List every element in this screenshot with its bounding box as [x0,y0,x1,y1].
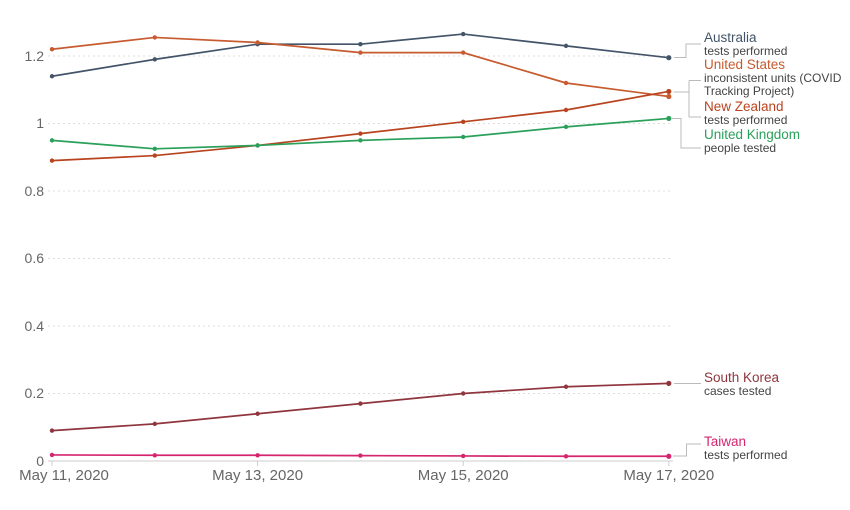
legend-entity-sublabel: tests performed [704,113,788,127]
y-axis-tick-label: 0.6 [24,250,44,266]
data-point [666,115,672,122]
data-point [358,401,363,406]
legend-label-united-kingdom[interactable]: United Kingdom people tested [704,128,850,155]
data-point [666,55,672,61]
legend-entity-sublabel: people tested [704,141,777,155]
data-point [666,88,672,95]
x-axis-tick-label: May 11, 2020 [19,467,109,484]
data-point [152,35,157,40]
data-point [49,428,55,433]
y-axis-tick-label: 0.4 [24,317,44,334]
legend-label-taiwan[interactable]: Taiwan tests performed [704,435,850,462]
data-point [152,421,157,427]
data-point [563,43,569,49]
data-point [255,411,260,416]
data-point [152,57,157,62]
data-point [49,74,55,79]
data-point [563,107,569,113]
data-point [152,146,157,152]
x-axis-tick-label: May 15, 2020 [417,467,509,484]
legend-label-australia[interactable]: Australia tests performed [704,31,850,58]
y-axis-tick-label: 1.2 [24,47,44,64]
legend-entity-name: United States [704,57,786,72]
label-connector [674,43,701,58]
x-axis-tick-label: May 17, 2020 [623,467,715,484]
data-point [563,124,569,130]
data-point [152,153,157,158]
data-point [49,452,55,458]
legend-entity-sublabel: inconsistent units (COVID Tracking Proje… [704,71,842,98]
data-point [49,158,55,163]
data-point [461,119,466,125]
series-line-south-korea [51,382,669,432]
data-point [666,380,672,386]
data-point [666,93,672,100]
legend-label-new-zealand[interactable]: New Zealand tests performed [704,100,850,127]
label-connector [673,443,701,457]
data-point [461,50,466,55]
data-point [358,50,363,55]
legend-entity-name: Taiwan [704,434,747,449]
y-axis-tick-label: 1 [36,115,44,131]
data-point [49,138,55,143]
label-connector [672,118,701,149]
data-point [461,134,466,140]
data-point [563,454,569,459]
data-point [358,131,363,136]
y-axis-tick-label: 0.8 [24,182,44,199]
legend-entity-name: New Zealand [704,99,784,114]
legend-entity-name: South Korea [704,370,780,385]
legend-label-south-korea[interactable]: South Korea cases tested [704,371,850,398]
legend-entity-name: Australia [704,30,757,45]
data-point [358,453,363,458]
x-axis-tick-label: May 13, 2020 [212,467,304,484]
data-point [255,143,260,148]
data-point [255,453,260,458]
data-point [461,31,466,37]
data-point [666,453,672,459]
label-connector [673,80,701,118]
legend-entity-sublabel: tests performed [704,448,788,462]
data-point [49,47,55,52]
data-point [563,384,569,389]
legend-entity-name: United Kingdom [704,127,801,142]
series-line-australia [51,33,669,78]
data-point [563,80,569,86]
y-axis-tick-label: 0 [36,452,44,469]
legend-label-united-states[interactable]: United States inconsistent units (COVID … [704,58,850,98]
data-point [461,453,466,459]
y-axis-tick-label: 0.2 [24,385,44,401]
data-point [461,391,466,396]
data-point [152,453,157,458]
legend-entity-sublabel: cases tested [704,384,772,398]
data-point [255,40,260,45]
data-point [358,138,363,143]
legend-entity-sublabel: tests performed [704,44,788,58]
data-point [358,41,363,47]
